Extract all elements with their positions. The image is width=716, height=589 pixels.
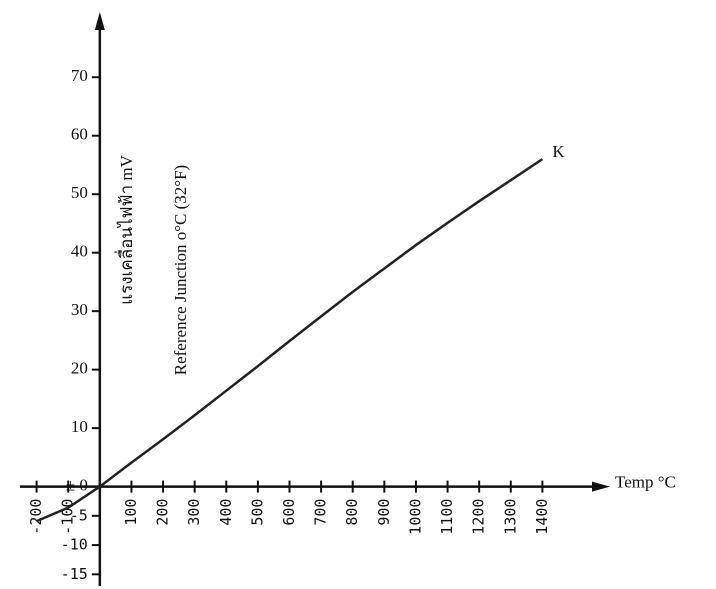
y-tick-label: -10 — [61, 536, 88, 554]
y-tick-label: 50 — [71, 183, 88, 202]
data-line — [37, 159, 543, 521]
x-tick-label: 800 — [343, 499, 361, 526]
x-axis-label: Temp °C — [615, 472, 676, 491]
x-tick-label: 700 — [312, 499, 330, 526]
x-tick-label: 1000 — [406, 499, 424, 535]
chart: แรงเคลื่อนไฟฟ้า mV Reference Junction o°… — [0, 0, 716, 589]
x-tick-label: 600 — [280, 499, 298, 526]
x-tick-label: 300 — [185, 499, 203, 526]
y-tick-label: 10 — [71, 417, 88, 436]
y-tick-label: 30 — [71, 300, 88, 319]
x-tick-label: 1200 — [470, 499, 488, 535]
y-axis-label: Reference Junction o°C (32°F) — [171, 165, 190, 375]
y-tick-label: 20 — [71, 359, 88, 378]
x-tick-label: 900 — [375, 499, 393, 526]
y-tick-label: 60 — [71, 125, 88, 144]
x-tick-label: -200 — [27, 499, 45, 535]
y-tick-label: 40 — [71, 242, 88, 261]
series-label: K — [552, 142, 565, 161]
y-tick-label: -15 — [61, 565, 88, 583]
y-tick-label: 70 — [71, 66, 88, 85]
x-axis-arrow — [592, 482, 610, 492]
x-tick-label: 200 — [154, 499, 172, 526]
y-axis-label: แรงเคลื่อนไฟฟ้า mV — [114, 154, 136, 304]
x-tick-label: 100 — [122, 499, 140, 526]
x-tick-label: 1400 — [533, 499, 551, 535]
y-axis-arrow — [95, 12, 105, 30]
x-tick-label: 400 — [217, 499, 235, 526]
x-tick-label: 1100 — [438, 499, 456, 535]
x-tick-label: 1300 — [501, 499, 519, 535]
x-tick-label: 500 — [248, 499, 266, 526]
